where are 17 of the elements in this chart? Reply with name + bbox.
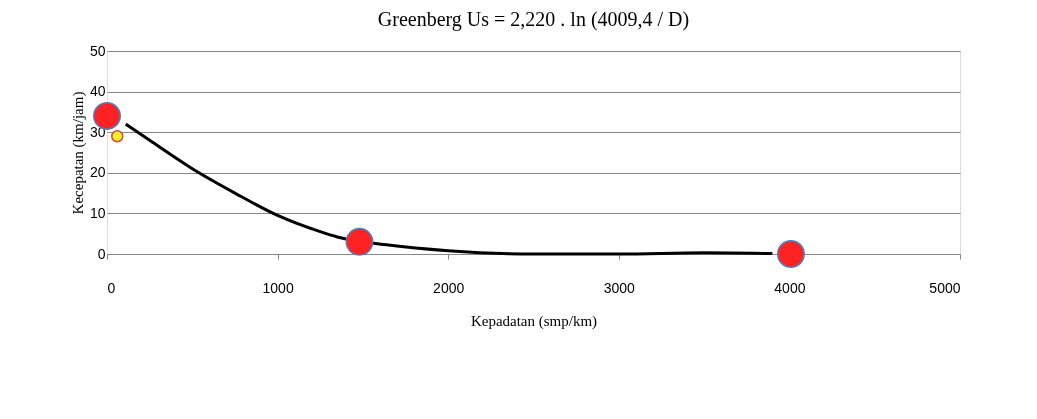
y-tick-label: 20 [89,164,106,181]
x-tick-label: 4000 [774,279,806,296]
x-tick-label: 1000 [262,279,294,296]
y-tick-label: 50 [89,42,106,59]
x-axis-title: Kepadatan (smp/km) [470,312,598,330]
y-tick-label: 10 [89,204,106,221]
point [776,240,805,268]
y-axis-title: Kecepatan (km/jam) [69,91,87,215]
x-tick-label: 5000 [929,279,961,296]
y-tick-label: 40 [89,83,106,100]
chart-title: Greenberg Us = 2,220 . ln (4009,4 / D) [377,8,690,31]
x-tick-label: 3000 [603,279,636,296]
y-tick-label: 0 [97,245,106,262]
point [111,130,124,143]
point [345,227,374,256]
line-series [124,122,774,256]
x-tick-label: 2000 [433,279,465,296]
